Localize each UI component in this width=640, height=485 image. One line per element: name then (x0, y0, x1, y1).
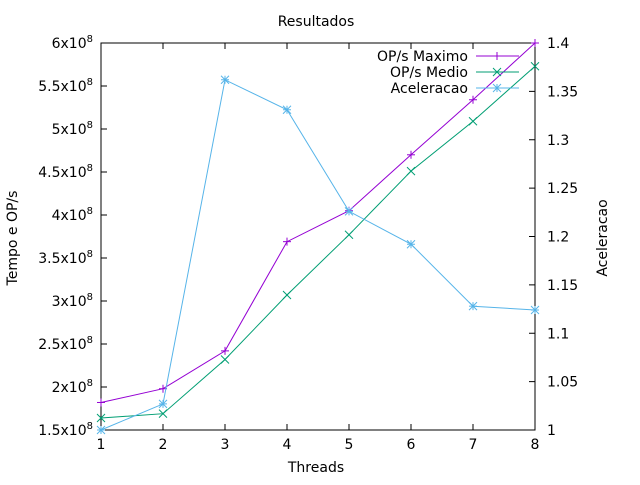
data-point (97, 398, 105, 407)
data-point (158, 399, 168, 409)
series-line (100, 79, 536, 431)
y2-tick-label: 1.2 (547, 230, 569, 246)
marker-stroke (492, 83, 502, 93)
legend-label: OP/s Medio (390, 65, 468, 81)
y2-tick-label: 1.4 (547, 36, 569, 52)
data-point (220, 75, 230, 85)
y-tick-label: 2.5x108 (38, 335, 93, 353)
data-point (407, 150, 415, 159)
data-point (344, 206, 354, 216)
marker-stroke (158, 399, 168, 409)
y2-tick-label: 1.3 (547, 133, 569, 149)
x-tick-label: 4 (283, 437, 292, 453)
series (97, 39, 539, 407)
series-line (100, 65, 536, 419)
legend-item: OP/s Maximo (377, 49, 519, 65)
y2-axis-label: Aceleracao (595, 199, 611, 276)
marker-stroke (344, 230, 354, 240)
marker-stroke (530, 305, 540, 315)
data-point (531, 39, 539, 47)
marker-stroke (158, 409, 168, 419)
x-tick-label: 1 (97, 437, 106, 453)
data-point (344, 230, 354, 240)
data-point (530, 61, 540, 71)
marker-stroke (220, 75, 230, 85)
y-tick-label: 5.5x108 (38, 77, 93, 95)
series-line (100, 42, 536, 403)
data-point (406, 166, 416, 176)
data-point (96, 425, 106, 435)
y-tick-label: 1.5x108 (38, 421, 93, 439)
data-point (158, 409, 168, 419)
y-tick-label: 5x108 (52, 120, 93, 138)
y-tick-label: 3.5x108 (38, 249, 93, 267)
marker-stroke (220, 355, 230, 364)
y2-tick-label: 1.05 (547, 375, 578, 391)
marker-stroke (282, 105, 292, 115)
data-point (282, 290, 292, 300)
y-tick-label: 3x108 (52, 292, 93, 310)
x-tick-label: 6 (407, 437, 416, 453)
y-tick-label: 6x108 (52, 34, 93, 52)
x-tick-label: 5 (345, 437, 354, 453)
series (96, 61, 540, 423)
data-point (96, 413, 106, 423)
data-point (282, 105, 292, 115)
legend-item: OP/s Medio (390, 65, 519, 81)
x-tick-label: 7 (469, 437, 478, 453)
data-point (492, 67, 502, 77)
data-point (220, 355, 230, 364)
chart-title: Resultados (278, 14, 355, 30)
legend-label: OP/s Maximo (377, 49, 468, 65)
legend-label: Aceleracao (391, 81, 468, 97)
data-point (221, 346, 229, 355)
y-tick-label: 4.5x108 (38, 163, 93, 181)
y2-tick-label: 1 (547, 423, 556, 439)
data-point (406, 239, 416, 249)
data-point (468, 116, 478, 126)
marker-stroke (406, 239, 416, 249)
data-point (530, 305, 540, 315)
axes: 1 2 3 4 5 6 7 8 1.5x108 2x108 2.5x108 3x108 3.5x108 4… (38, 34, 578, 453)
y-tick-label: 4x108 (52, 206, 93, 224)
y-axis-label: Tempo e OP/s (5, 191, 21, 287)
x-axis-label: Threads (287, 460, 344, 476)
marker-stroke (468, 301, 478, 311)
y2-tick-label: 1.35 (547, 84, 578, 100)
data-point (468, 301, 478, 311)
marker-stroke (492, 67, 502, 77)
y2-tick-label: 1.1 (547, 326, 569, 342)
x-tick-label: 2 (159, 437, 168, 453)
marker-stroke (282, 290, 292, 300)
series-layer (96, 39, 540, 435)
y2-tick-label: 1.15 (547, 278, 578, 294)
marker-stroke (96, 413, 106, 423)
data-point (493, 52, 501, 60)
plot-frame (100, 42, 536, 431)
legend-item: Aceleracao (391, 81, 519, 97)
marker-stroke (96, 425, 106, 435)
marker-stroke (406, 166, 416, 176)
x-tick-label: 3 (221, 437, 230, 453)
marker-stroke (468, 116, 478, 126)
marker-stroke (530, 61, 540, 71)
data-point (492, 83, 502, 93)
y2-tick-label: 1.25 (547, 181, 578, 197)
marker-stroke (344, 206, 354, 216)
x-tick-label: 8 (531, 437, 540, 453)
y-tick-label: 2x108 (52, 378, 93, 396)
data-point (469, 95, 477, 104)
series (96, 75, 540, 435)
data-point (283, 237, 291, 246)
